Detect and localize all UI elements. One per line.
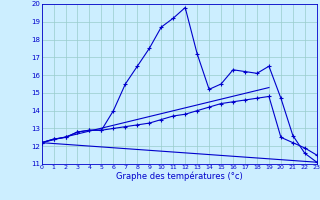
- X-axis label: Graphe des températures (°c): Graphe des températures (°c): [116, 172, 243, 181]
